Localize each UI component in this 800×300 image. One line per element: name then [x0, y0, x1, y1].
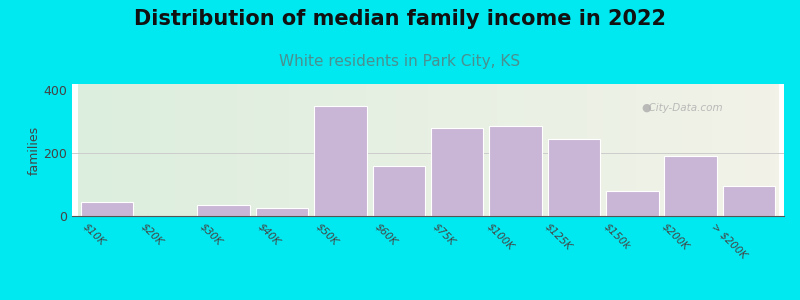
Bar	[490, 126, 542, 216]
Bar	[314, 106, 366, 216]
Bar	[606, 191, 658, 216]
Text: White residents in Park City, KS: White residents in Park City, KS	[279, 54, 521, 69]
Bar	[198, 205, 250, 216]
Bar	[722, 186, 775, 216]
Text: City-Data.com: City-Data.com	[642, 103, 722, 113]
Bar	[548, 139, 600, 216]
Bar	[256, 208, 308, 216]
Text: ●: ●	[642, 103, 651, 113]
Y-axis label: families: families	[27, 125, 41, 175]
Bar	[81, 202, 134, 216]
Bar	[664, 156, 717, 216]
Bar	[373, 166, 425, 216]
Bar	[431, 128, 483, 216]
Text: Distribution of median family income in 2022: Distribution of median family income in …	[134, 9, 666, 29]
